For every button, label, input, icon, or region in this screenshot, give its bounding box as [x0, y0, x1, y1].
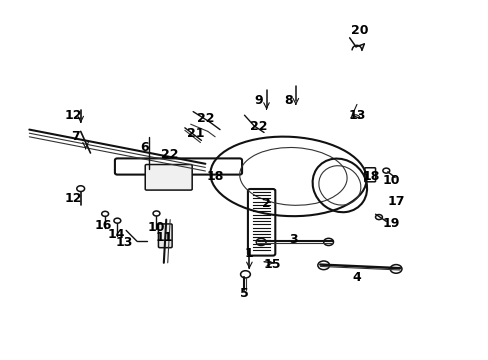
Text: 5: 5 [240, 287, 248, 300]
Text: 8: 8 [284, 94, 292, 107]
Text: 10: 10 [382, 174, 399, 186]
Text: 18: 18 [362, 170, 380, 183]
FancyBboxPatch shape [145, 165, 192, 190]
Text: 7: 7 [71, 130, 80, 143]
Text: 11: 11 [155, 231, 173, 244]
Text: 2: 2 [262, 197, 270, 210]
Text: 12: 12 [64, 192, 82, 204]
Text: 4: 4 [352, 271, 361, 284]
Text: 15: 15 [263, 258, 280, 271]
Text: 21: 21 [186, 127, 204, 140]
Text: 20: 20 [350, 24, 367, 37]
Text: 12: 12 [64, 109, 82, 122]
Text: 3: 3 [288, 233, 297, 246]
Text: 22: 22 [161, 148, 179, 161]
Text: 22: 22 [196, 112, 214, 125]
Text: 14: 14 [107, 228, 124, 240]
Text: 17: 17 [386, 195, 404, 208]
FancyBboxPatch shape [158, 224, 172, 248]
Text: 22: 22 [250, 120, 267, 132]
Text: 1: 1 [244, 247, 253, 260]
Text: 19: 19 [382, 217, 399, 230]
Text: 9: 9 [254, 94, 263, 107]
Text: 13: 13 [116, 237, 133, 249]
Text: 13: 13 [347, 109, 365, 122]
Text: 18: 18 [206, 170, 224, 183]
Text: 10: 10 [147, 221, 165, 234]
Text: 16: 16 [95, 219, 112, 232]
Text: 6: 6 [140, 141, 148, 154]
